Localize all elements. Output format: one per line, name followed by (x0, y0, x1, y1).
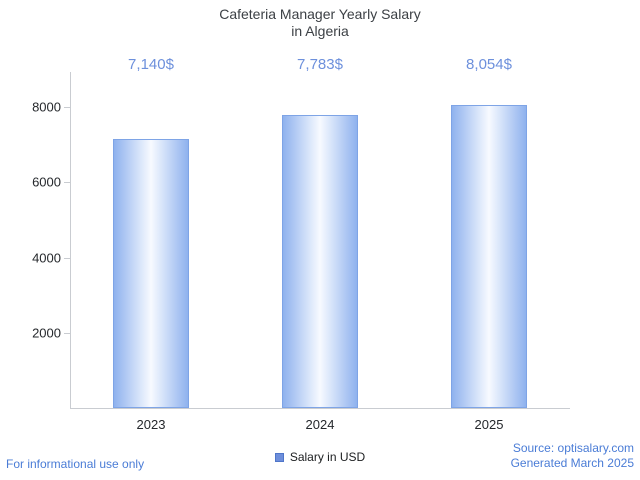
y-axis-tick (64, 257, 70, 259)
legend: Salary in USD (0, 450, 640, 464)
bar-value-label: 7,140$ (128, 56, 174, 73)
y-axis-tick-label: 2000 (32, 325, 61, 341)
disclaimer-text: For informational use only (6, 457, 145, 471)
y-axis-tick-label: 4000 (32, 250, 61, 265)
legend-label: Salary in USD (289, 450, 366, 464)
bar-2024 (282, 115, 358, 408)
chart-title: Cafeteria Manager Yearly Salary in Alger… (0, 6, 640, 40)
y-axis-line (70, 72, 71, 408)
x-axis-category-label: 2024 (305, 417, 335, 432)
y-axis-tick-label: 8000 (32, 99, 61, 115)
y-axis-tick-label: 6000 (32, 174, 61, 190)
legend-swatch-icon (274, 452, 284, 462)
bar-2023 (113, 139, 189, 408)
source-link[interactable]: Source: optisalary.com (512, 441, 634, 455)
chart-title-line2: in Algeria (291, 23, 349, 39)
y-axis-tick (64, 182, 70, 184)
x-axis-category-label: 2023 (136, 417, 166, 432)
chart-title-line1: Cafeteria Manager Yearly Salary (219, 6, 421, 22)
bar-value-label: 8,054$ (466, 56, 512, 73)
y-axis-tick (64, 332, 70, 334)
generated-date: Generated March 2025 (510, 456, 634, 470)
bar-value-label: 7,783$ (297, 56, 343, 73)
x-axis-category-label: 2025 (474, 417, 504, 432)
bar-2025 (451, 105, 527, 408)
x-axis-line (70, 408, 570, 409)
y-axis-tick (64, 107, 70, 108)
source-info: Source: optisalary.com Generated March 2… (511, 441, 634, 471)
